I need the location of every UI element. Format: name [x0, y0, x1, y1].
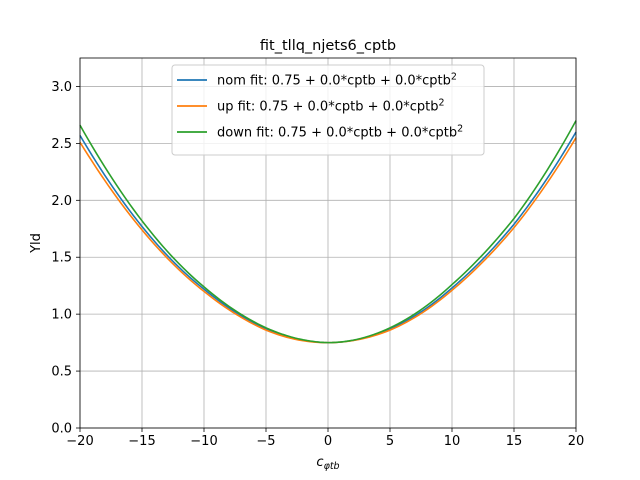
chart-title: fit_tllq_njets6_cptb: [260, 38, 396, 54]
x-tick-label: −5: [256, 434, 275, 449]
x-tick-label: −10: [190, 434, 217, 449]
series-lines: [79, 120, 577, 344]
y-tick-label: 0.0: [51, 422, 72, 437]
legend-label-superscript: 2: [457, 124, 463, 135]
x-tick-label: 20: [568, 434, 585, 449]
x-axis-label-subscript: φtb: [324, 461, 340, 472]
legend-label-superscript: 2: [439, 98, 445, 109]
legend-label-text: down fit: 0.75 + 0.0*cptb + 0.0*cptb: [217, 126, 457, 141]
y-tick-label: 1.5: [51, 251, 72, 266]
y-tick-label: 2.5: [51, 137, 72, 152]
legend-label-3: down fit: 0.75 + 0.0*cptb + 0.0*cptb2: [217, 124, 463, 141]
x-tick-label: 15: [506, 434, 523, 449]
x-tick-label: −15: [128, 434, 155, 449]
x-tick-label: 10: [444, 434, 461, 449]
series-line-3: [79, 120, 577, 344]
y-tick-label: 3.0: [51, 80, 72, 95]
x-tick-label: −20: [66, 434, 93, 449]
x-axis-label-main: c: [316, 455, 323, 470]
y-tick-label: 0.5: [51, 365, 72, 380]
x-tick-label: 5: [386, 434, 394, 449]
legend-label-1: nom fit: 0.75 + 0.0*cptb + 0.0*cptb2: [217, 72, 457, 89]
legend-box: [171, 64, 485, 156]
x-tick-label: 0: [324, 434, 332, 449]
x-axis-label: cφtb: [316, 455, 339, 472]
legend-label-text: up fit: 0.75 + 0.0*cptb + 0.0*cptb: [217, 100, 439, 115]
legend-label-text: nom fit: 0.75 + 0.0*cptb + 0.0*cptb: [217, 74, 451, 89]
axis-ticks: −20 −15 −10 −5 0 5 10 15 20 0.0 0.5 1.0 1.5 2.0 2.5 3.0: [51, 80, 584, 449]
y-tick-label: 2.0: [51, 194, 72, 209]
y-tick-label: 1.0: [51, 308, 72, 323]
y-axis-label: Yld: [29, 233, 44, 254]
legend-label-superscript: 2: [451, 72, 457, 83]
legend-label-2: up fit: 0.75 + 0.0*cptb + 0.0*cptb2: [217, 98, 445, 115]
